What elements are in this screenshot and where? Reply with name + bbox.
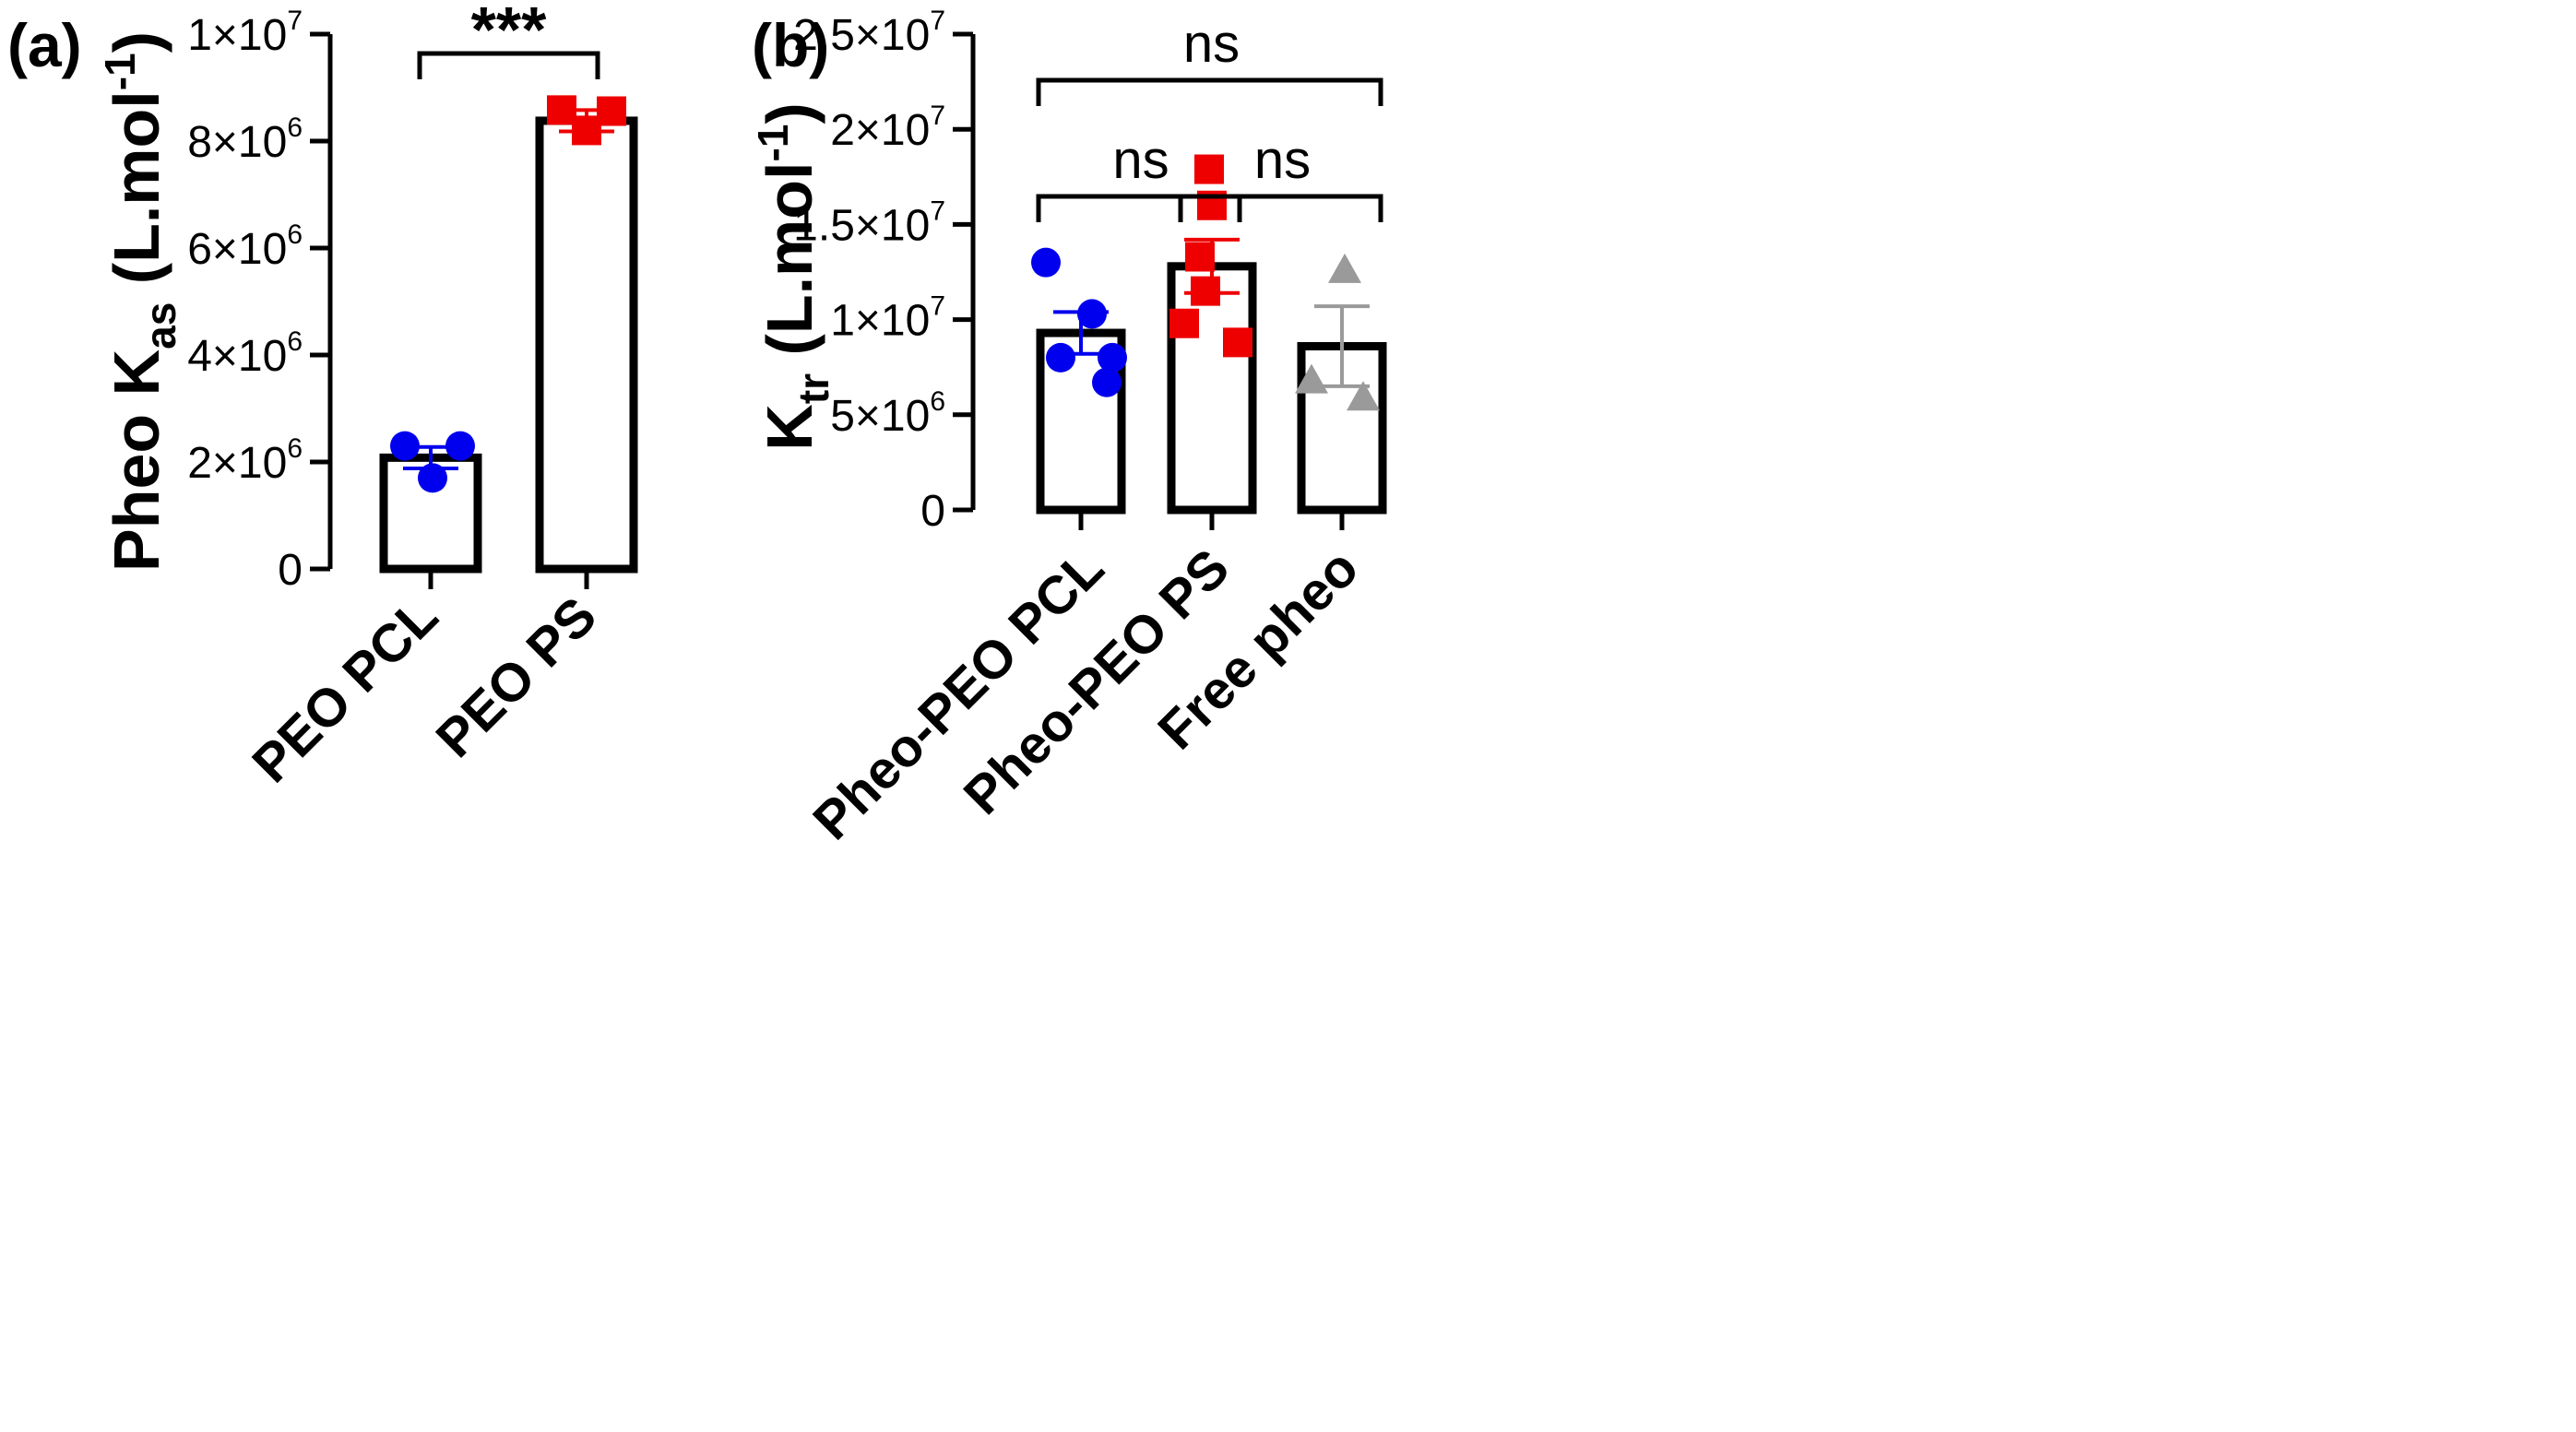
y-tick-exponent: 7 bbox=[930, 195, 945, 226]
data-point bbox=[1295, 363, 1328, 394]
y-tick-mantissa: 2×10 bbox=[830, 106, 930, 155]
data-point bbox=[418, 463, 447, 493]
y-tick-exponent: 7 bbox=[930, 101, 945, 131]
y-tick-mantissa: 1.5×10 bbox=[793, 201, 930, 250]
y-tick-label: 0 bbox=[920, 487, 945, 536]
y-axis-label-subscript: as bbox=[137, 302, 184, 349]
y-tick-mantissa: 0 bbox=[278, 546, 303, 595]
y-tick-label: 2.5×107 bbox=[793, 6, 945, 60]
y-tick-mantissa: 2×10 bbox=[187, 439, 287, 488]
y-tick-mantissa: 1×10 bbox=[187, 11, 287, 60]
significance-bracket bbox=[417, 51, 600, 79]
y-tick-label: 6×106 bbox=[187, 219, 303, 274]
y-tick-mantissa: 1×10 bbox=[830, 297, 930, 346]
data-point bbox=[390, 431, 420, 461]
y-tick-exponent: 6 bbox=[287, 112, 303, 143]
significance-label: ns bbox=[1112, 130, 1169, 190]
y-tick-label: 2×107 bbox=[830, 101, 945, 155]
y-axis-label-subscript: tr bbox=[789, 373, 837, 404]
y-tick-label: 1×107 bbox=[187, 6, 303, 60]
data-point bbox=[1098, 342, 1127, 373]
y-axis-label-close: ) bbox=[101, 31, 172, 53]
data-point bbox=[597, 96, 626, 126]
data-point bbox=[445, 431, 475, 461]
bar bbox=[1167, 262, 1257, 515]
significance-bracket bbox=[1178, 194, 1383, 222]
y-tick-mantissa: 2.5×10 bbox=[793, 11, 930, 60]
y-axis-label-close: ) bbox=[754, 102, 825, 124]
y-tick-label: 1×107 bbox=[830, 291, 945, 346]
data-point bbox=[1092, 367, 1122, 397]
y-tick-label: 1.5×107 bbox=[793, 195, 945, 250]
data-point bbox=[1046, 342, 1075, 373]
x-category-label: PEO PS bbox=[425, 586, 609, 769]
y-tick-exponent: 7 bbox=[930, 6, 945, 36]
significance-bracket bbox=[1036, 77, 1383, 106]
y-tick-exponent: 6 bbox=[287, 219, 303, 250]
y-tick-mantissa: 0 bbox=[920, 487, 945, 536]
y-axis-label-main: K bbox=[754, 404, 825, 451]
significance-bracket bbox=[1036, 194, 1242, 222]
y-tick-exponent: 7 bbox=[930, 291, 945, 322]
y-axis-label-superscript: -1 bbox=[749, 124, 797, 162]
data-point bbox=[1194, 154, 1224, 184]
y-tick-mantissa: 5×10 bbox=[830, 392, 930, 441]
y-tick-mantissa: 4×10 bbox=[187, 332, 287, 381]
y-tick-label: 5×106 bbox=[830, 386, 945, 441]
y-tick-exponent: 7 bbox=[287, 6, 303, 36]
y-axis-label: Pheo Kas (L.mol-1) bbox=[96, 31, 184, 572]
y-tick-label: 2×106 bbox=[187, 433, 303, 488]
data-point bbox=[1169, 308, 1199, 338]
significance-label: *** bbox=[471, 0, 547, 65]
y-tick-label: 4×106 bbox=[187, 326, 303, 381]
panel-label: (a) bbox=[7, 11, 82, 79]
significance-label: ns bbox=[1254, 130, 1311, 190]
y-tick-label: 8×106 bbox=[187, 112, 303, 167]
panel-label: (b) bbox=[752, 11, 829, 79]
data-point bbox=[572, 115, 601, 146]
data-point bbox=[1347, 381, 1380, 411]
y-axis-label-superscript: -1 bbox=[96, 53, 144, 90]
data-point bbox=[1185, 242, 1215, 272]
y-axis-label-main: Pheo K bbox=[101, 349, 172, 572]
data-point bbox=[1223, 327, 1252, 358]
x-category-label: PEO PCL bbox=[241, 586, 449, 794]
y-tick-label: 0 bbox=[278, 546, 303, 595]
data-point bbox=[1031, 247, 1061, 278]
significance-label: ns bbox=[1183, 14, 1240, 74]
y-axis-label-unit: (L.mol bbox=[754, 162, 825, 373]
data-point bbox=[1077, 299, 1107, 329]
y-tick-exponent: 6 bbox=[930, 386, 945, 417]
y-tick-mantissa: 8×10 bbox=[187, 118, 287, 167]
data-point bbox=[547, 95, 576, 125]
y-axis-label-unit: (L.mol bbox=[101, 90, 172, 302]
data-point bbox=[1328, 253, 1361, 283]
y-axis-label: Ktr (L.mol-1) bbox=[749, 102, 837, 450]
y-tick-exponent: 6 bbox=[287, 433, 303, 464]
data-point bbox=[1191, 276, 1220, 306]
y-tick-exponent: 6 bbox=[287, 326, 303, 357]
bar bbox=[535, 116, 638, 574]
y-tick-mantissa: 6×10 bbox=[187, 225, 287, 274]
